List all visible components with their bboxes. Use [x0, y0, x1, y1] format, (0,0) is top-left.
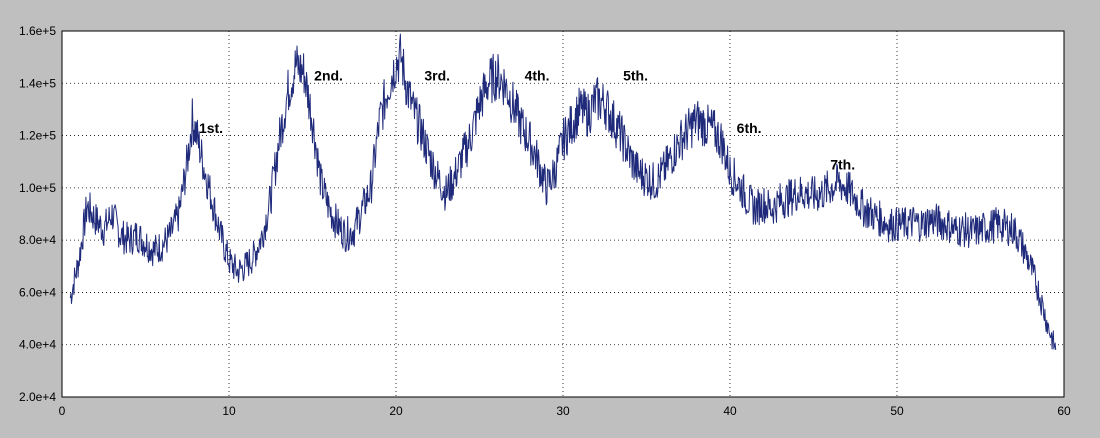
y-tick-label: 6.0e+4	[19, 285, 56, 299]
y-axis-ticks: 2.0e+4 4.0e+4 6.0e+4 8.0e+4 1.0e+5 1.2e+5 1.4e…	[19, 24, 56, 404]
y-tick-label: 8.0e+4	[19, 233, 56, 247]
y-tick-label: 1.6e+5	[19, 24, 56, 38]
x-tick-label: 10	[222, 404, 236, 418]
peak-label: 6th.	[737, 120, 762, 136]
x-tick-label: 0	[59, 404, 66, 418]
y-tick-label: 1.0e+5	[19, 181, 56, 195]
x-tick-label: 60	[1057, 404, 1071, 418]
peak-label: 3rd.	[424, 68, 450, 84]
y-tick-label: 2.0e+4	[19, 390, 56, 404]
x-tick-label: 50	[890, 404, 904, 418]
x-tick-label: 30	[556, 404, 570, 418]
peak-annotations: 1st. 2nd. 3rd. 4th. 5th. 6th. 7th.	[199, 68, 855, 173]
y-tick-label: 4.0e+4	[19, 338, 56, 352]
x-tick-label: 40	[723, 404, 737, 418]
y-tick-label: 1.2e+5	[19, 129, 56, 143]
y-tick-label: 1.4e+5	[19, 76, 56, 90]
series-line	[69, 33, 1057, 350]
peak-label: 2nd.	[314, 68, 343, 84]
x-tick-label: 20	[389, 404, 403, 418]
series-layer	[69, 33, 1057, 350]
peak-label: 7th.	[830, 157, 855, 173]
peak-label: 4th.	[525, 68, 550, 84]
peak-label: 5th.	[623, 68, 648, 84]
peak-label: 1st.	[199, 120, 223, 136]
x-axis-ticks: 0 10 20 30 40 50 60	[59, 404, 1071, 418]
